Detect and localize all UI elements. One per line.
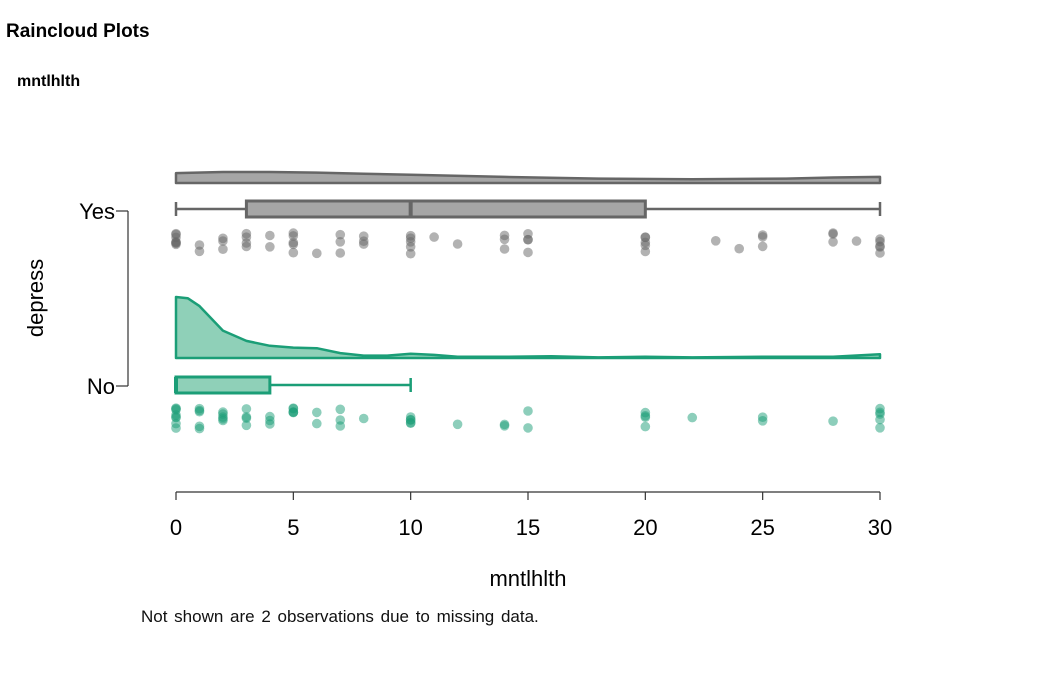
data-point	[241, 412, 252, 422]
data-point	[358, 413, 369, 424]
data-point	[335, 237, 346, 247]
data-point	[499, 230, 510, 241]
data-point	[687, 412, 698, 423]
data-point	[710, 236, 721, 246]
data-point	[452, 419, 463, 430]
data-point	[194, 240, 205, 250]
data-point	[265, 411, 275, 422]
data-point	[828, 237, 838, 247]
data-point	[335, 248, 346, 258]
data-point	[312, 407, 322, 418]
data-point	[218, 233, 228, 244]
data-point	[218, 244, 228, 254]
data-point	[734, 243, 744, 254]
data-point	[171, 238, 181, 248]
data-point	[640, 421, 651, 432]
data-point	[405, 237, 416, 247]
x-tick-label: 30	[868, 515, 892, 540]
data-point	[218, 409, 228, 419]
data-point	[288, 247, 299, 258]
plot-subtitle: mntlhlth	[17, 73, 81, 90]
data-point	[335, 404, 346, 415]
data-point	[288, 407, 299, 418]
data-point	[499, 421, 510, 431]
missing-data-footnote: Not shown are 2 observations due to miss…	[141, 607, 539, 626]
data-point	[851, 236, 862, 246]
data-point	[757, 416, 768, 426]
data-point	[288, 228, 299, 238]
data-point	[523, 406, 533, 416]
data-point	[640, 232, 651, 242]
box-yes	[244, 199, 647, 219]
data-point	[288, 237, 299, 248]
data-point	[194, 405, 205, 416]
x-tick-label: 10	[398, 515, 422, 540]
y-axis-label: depress	[23, 259, 48, 337]
data-point	[405, 248, 416, 259]
y-tick-label: Yes	[79, 199, 115, 224]
data-point	[171, 228, 181, 239]
x-axis-label: mntlhlth	[489, 566, 566, 591]
x-tick-label: 0	[170, 515, 182, 540]
data-point	[335, 229, 346, 240]
data-point	[640, 407, 651, 418]
data-point	[875, 414, 885, 425]
data-point	[241, 420, 252, 431]
data-point	[875, 248, 885, 258]
data-point	[405, 417, 416, 428]
data-point	[171, 405, 181, 415]
data-point	[241, 232, 252, 242]
page-title: Raincloud Plots	[6, 21, 150, 42]
data-point	[523, 247, 533, 258]
data-point	[429, 232, 439, 242]
x-tick-label: 25	[750, 515, 774, 540]
data-point	[757, 232, 768, 242]
y-tick-label: No	[87, 374, 115, 399]
box-no	[174, 375, 272, 395]
data-point	[194, 423, 205, 434]
axes: 0 5 10 15 20 25 30 Yes No	[79, 170, 892, 540]
data-point	[828, 228, 838, 238]
density-cloud-no	[174, 295, 882, 360]
data-point	[335, 421, 346, 431]
data-point	[265, 230, 275, 241]
data-point	[312, 418, 322, 429]
data-point	[452, 239, 463, 249]
data-point	[358, 239, 369, 249]
x-tick-label: 15	[516, 515, 540, 540]
data-point	[241, 404, 252, 414]
density-cloud-yes	[174, 170, 882, 185]
data-point	[171, 423, 181, 433]
data-point	[523, 423, 533, 433]
x-tick-label: 5	[287, 515, 299, 540]
data-point	[499, 244, 510, 254]
data-point	[640, 240, 651, 251]
data-point	[265, 242, 275, 252]
data-point	[523, 229, 533, 239]
x-tick-label: 20	[633, 515, 657, 540]
data-point	[875, 423, 885, 433]
data-point	[757, 241, 768, 252]
data-point	[312, 248, 322, 259]
data-point	[875, 236, 885, 247]
data-point	[828, 416, 838, 427]
